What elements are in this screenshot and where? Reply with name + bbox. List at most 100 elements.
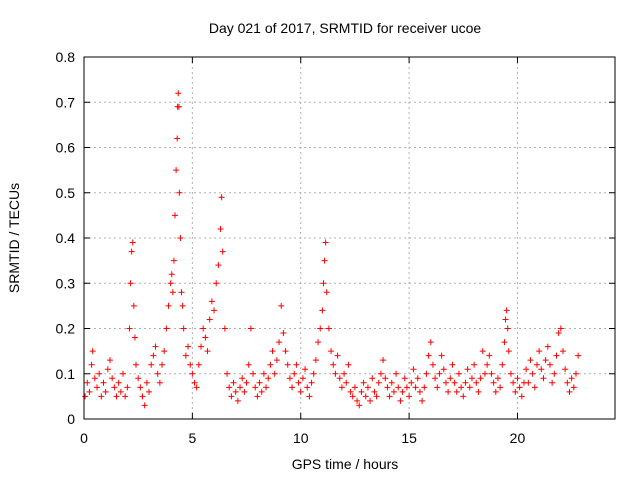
data-point	[193, 384, 200, 391]
data-point	[436, 370, 443, 377]
data-point	[254, 393, 261, 400]
data-point	[137, 384, 144, 391]
data-point	[243, 379, 250, 386]
data-point	[178, 289, 185, 296]
data-point	[334, 352, 341, 359]
data-point	[282, 348, 289, 355]
data-point	[271, 370, 278, 377]
data-point	[477, 375, 484, 382]
data-point	[317, 325, 324, 332]
data-point	[131, 334, 138, 341]
grid-lines	[84, 57, 615, 419]
data-point	[502, 316, 509, 323]
data-point	[323, 289, 330, 296]
data-point	[241, 388, 248, 395]
data-point	[169, 289, 176, 296]
data-point	[499, 361, 506, 368]
data-point	[410, 366, 417, 373]
data-point	[458, 384, 465, 391]
data-point	[386, 393, 393, 400]
data-point	[445, 388, 452, 395]
data-point	[406, 393, 413, 400]
data-point	[228, 393, 235, 400]
data-point	[174, 135, 181, 142]
data-point	[523, 366, 530, 373]
data-point	[102, 388, 109, 395]
data-point	[412, 384, 419, 391]
data-point	[492, 388, 499, 395]
data-point	[501, 339, 508, 346]
data-point	[252, 384, 259, 391]
data-point	[127, 280, 134, 287]
data-point	[377, 370, 384, 377]
data-point	[175, 103, 182, 110]
data-point	[332, 370, 339, 377]
data-point	[173, 167, 180, 174]
data-point	[356, 402, 363, 409]
data-point	[182, 352, 189, 359]
data-point	[133, 361, 140, 368]
x-tick-label: 15	[401, 430, 417, 446]
data-point	[553, 352, 560, 359]
data-point	[306, 393, 313, 400]
data-point	[429, 361, 436, 368]
y-tick-label: 0.8	[56, 49, 76, 65]
data-point	[295, 379, 302, 386]
data-point	[510, 379, 517, 386]
data-point	[187, 361, 194, 368]
data-point	[286, 375, 293, 382]
data-point	[486, 352, 493, 359]
data-point	[559, 348, 566, 355]
data-point	[555, 330, 562, 337]
data-point	[325, 325, 332, 332]
data-point	[503, 307, 510, 314]
data-point	[507, 370, 514, 377]
data-point	[432, 375, 439, 382]
data-point	[278, 302, 285, 309]
data-point	[91, 375, 98, 382]
data-point	[177, 235, 184, 241]
data-point	[564, 379, 571, 386]
data-point	[328, 348, 335, 355]
data-point	[322, 239, 329, 246]
data-point	[175, 90, 182, 97]
data-point	[488, 370, 495, 377]
data-point	[284, 361, 291, 368]
data-point	[533, 361, 540, 368]
data-point	[349, 393, 356, 400]
data-point	[455, 370, 462, 377]
data-point	[364, 384, 371, 391]
data-point	[414, 375, 421, 382]
data-point	[505, 348, 512, 355]
data-point	[276, 339, 283, 346]
x-tick-label: 20	[510, 430, 526, 446]
data-point	[531, 384, 538, 391]
data-point	[512, 388, 519, 395]
data-point	[371, 388, 378, 395]
data-point	[460, 393, 467, 400]
data-point	[152, 343, 159, 350]
data-point	[393, 370, 400, 377]
data-point	[130, 302, 137, 309]
data-point	[221, 325, 228, 332]
data-point	[358, 388, 365, 395]
data-point	[128, 248, 135, 255]
data-point	[237, 384, 244, 391]
data-point	[397, 397, 404, 404]
data-point	[224, 370, 231, 377]
data-point	[384, 384, 391, 391]
data-point	[514, 375, 521, 382]
data-point	[170, 257, 177, 264]
data-point	[438, 352, 445, 359]
data-point	[234, 397, 241, 404]
data-point	[269, 348, 276, 355]
data-point	[122, 393, 129, 400]
data-point	[354, 397, 361, 404]
data-point	[168, 271, 175, 278]
y-tick-label: 0.1	[56, 366, 76, 382]
data-point	[273, 357, 280, 364]
data-point	[96, 370, 103, 377]
data-point	[154, 370, 161, 377]
data-point	[297, 388, 304, 395]
data-point	[213, 280, 220, 287]
